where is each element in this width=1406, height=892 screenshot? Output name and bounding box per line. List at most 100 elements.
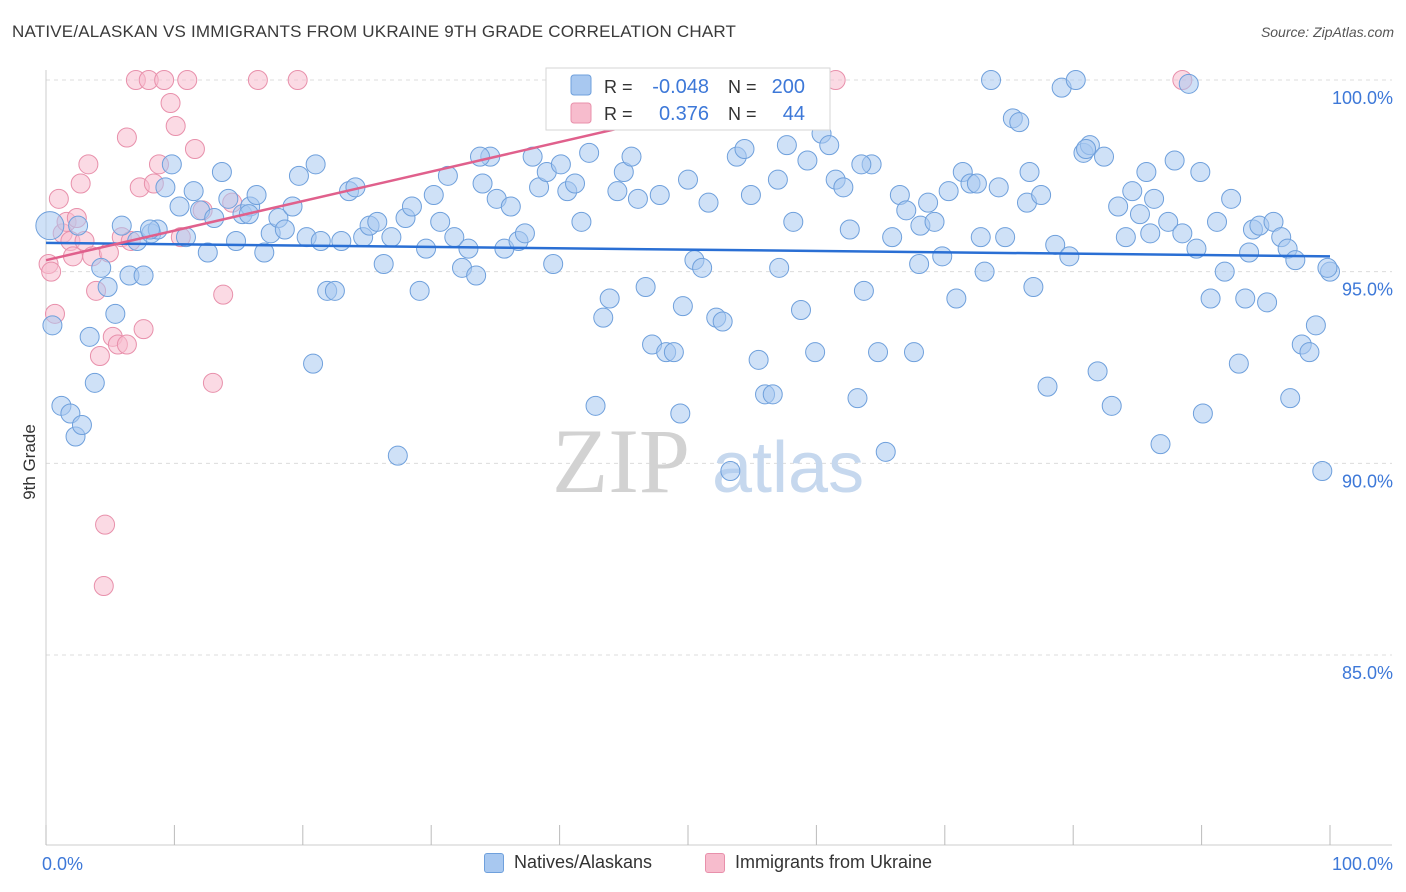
- native-point-188: [672, 296, 693, 317]
- ukraine-point-34: [184, 139, 205, 159]
- ukraine-point-3: [48, 188, 69, 209]
- native-point-18: [161, 154, 182, 175]
- native-point-157: [1144, 188, 1165, 209]
- native-point-54: [416, 238, 437, 259]
- native-point-19: [169, 196, 190, 217]
- correlation-legend: R = -0.048 N = 200 R = 0.376 N = 44: [545, 67, 831, 131]
- legend-label-natives: Natives/Alaskans: [514, 852, 653, 872]
- native-point-194: [1076, 139, 1097, 159]
- native-point-56: [430, 211, 451, 232]
- native-point-34: [274, 219, 295, 240]
- native-point-187: [469, 146, 490, 167]
- native-point-197: [1239, 242, 1260, 263]
- native-point-11: [111, 215, 132, 236]
- legend-r-value-2: 0.376: [659, 103, 709, 125]
- y-tick-label-90: 90.0%: [1342, 471, 1393, 491]
- native-point-0: [35, 211, 65, 241]
- native-point-9: [97, 277, 118, 297]
- ukraine-point-31: [165, 116, 186, 136]
- native-point-109: [805, 342, 826, 363]
- series-legend: Natives/Alaskans Immigrants from Ukraine: [0, 852, 1406, 878]
- native-point-127: [932, 246, 953, 267]
- native-point-135: [988, 177, 1009, 198]
- native-point-5: [71, 415, 92, 435]
- native-point-103: [762, 384, 783, 405]
- native-point-168: [1221, 188, 1242, 209]
- native-point-41: [324, 280, 345, 301]
- legend-swatch-blue: [570, 74, 592, 96]
- ukraine-point-30: [160, 93, 181, 113]
- native-point-27: [226, 231, 247, 251]
- native-point-25: [211, 162, 232, 182]
- native-point-163: [1186, 238, 1207, 259]
- watermark-zip: ZIP: [552, 410, 690, 512]
- native-point-114: [839, 219, 860, 240]
- native-point-151: [1101, 395, 1122, 416]
- ukraine-point-9: [70, 173, 91, 194]
- y-tick-label-95: 95.0%: [1342, 280, 1393, 300]
- native-point-173: [1257, 292, 1278, 313]
- native-point-138: [1009, 112, 1030, 133]
- native-point-77: [579, 142, 600, 163]
- legend-r-value-1: -0.048: [652, 76, 709, 98]
- native-point-1: [42, 315, 63, 336]
- native-point-179: [1299, 342, 1320, 363]
- native-point-166: [1207, 211, 1228, 232]
- native-point-87: [649, 185, 670, 205]
- native-point-155: [1129, 204, 1150, 225]
- ukraine-point-33: [177, 70, 198, 90]
- native-point-100: [740, 185, 761, 205]
- native-point-181: [1312, 461, 1333, 481]
- native-point-134: [981, 70, 1002, 90]
- axes: [45, 70, 1392, 846]
- x-tick-label-max: 100.0%: [1332, 854, 1393, 874]
- native-point-97: [720, 461, 741, 481]
- native-point-24: [204, 208, 225, 228]
- native-point-94: [698, 192, 719, 213]
- native-point-75: [565, 173, 586, 194]
- native-point-80: [599, 288, 620, 309]
- native-point-189: [767, 169, 788, 190]
- ukraine-point-16: [93, 576, 114, 596]
- native-point-190: [851, 154, 872, 175]
- native-point-21: [183, 181, 204, 202]
- native-point-150: [1094, 146, 1115, 167]
- legend-n-label-2: N =: [728, 104, 757, 124]
- native-point-183: [68, 215, 89, 236]
- native-point-198: [1280, 388, 1301, 409]
- native-point-93: [692, 257, 713, 278]
- native-point-122: [896, 200, 917, 221]
- native-point-68: [514, 223, 535, 244]
- native-point-170: [1235, 288, 1256, 309]
- legend-label-ukraine: Immigrants from Ukraine: [735, 852, 933, 872]
- native-point-149: [1087, 361, 1108, 382]
- trend-line-blue: [45, 241, 1331, 258]
- native-point-108: [797, 150, 818, 171]
- native-point-35: [282, 196, 303, 217]
- native-point-90: [670, 403, 691, 424]
- native-point-99: [734, 139, 755, 159]
- ukraine-point-15: [95, 514, 116, 535]
- native-point-62: [472, 173, 493, 194]
- ukraine-point-40: [287, 70, 308, 90]
- native-point-126: [924, 211, 945, 232]
- native-point-158: [1150, 434, 1171, 455]
- native-point-60: [458, 238, 479, 259]
- ukraine-point-11: [78, 154, 99, 175]
- native-point-195: [1140, 223, 1161, 244]
- native-point-125: [918, 192, 939, 213]
- native-point-39: [310, 231, 331, 251]
- legend-swatch-pink: [570, 102, 592, 124]
- native-point-101: [748, 349, 769, 370]
- native-point-78: [585, 395, 606, 416]
- native-point-113: [833, 177, 854, 198]
- watermark: ZIP atlas: [552, 410, 864, 512]
- native-point-96: [712, 311, 733, 332]
- ukraine-point-43: [116, 127, 137, 148]
- native-point-91: [678, 169, 698, 190]
- native-point-72: [543, 254, 564, 274]
- native-point-81: [607, 181, 628, 202]
- native-point-57: [437, 165, 458, 186]
- native-point-186: [305, 154, 326, 175]
